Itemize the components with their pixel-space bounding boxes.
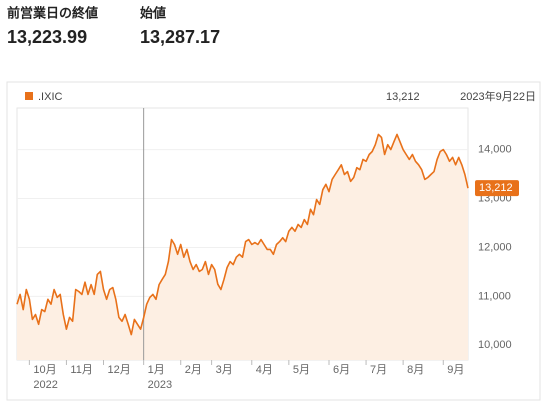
line	[16, 133, 469, 336]
x-tick-label: 8月	[407, 364, 424, 376]
quote-value: 13,287.17	[140, 27, 220, 47]
y-tick-label: 14,000	[478, 143, 512, 155]
x-tick-label: 4月	[256, 364, 273, 376]
x-tick-label: 1月	[148, 364, 165, 376]
x-tick-label: 3月	[216, 364, 233, 376]
x-tick-label: 12月	[107, 364, 130, 376]
quote-value: 13,223.99	[7, 27, 87, 47]
as-of-date: 2023年9月22日	[460, 89, 536, 103]
last-value-label: 13,212	[479, 182, 513, 194]
chart-frame	[6, 81, 541, 401]
area	[17, 134, 468, 360]
y-tick-label: 12,000	[478, 241, 512, 253]
x-tick-label: 10月	[33, 364, 56, 376]
quote-label: 前営業日の終値	[7, 5, 98, 20]
last-value-badge	[475, 180, 519, 197]
legend-label: .IXIC	[38, 91, 63, 103]
x-tick-label: 7月	[370, 364, 387, 376]
x-tick-label: 11月	[70, 364, 92, 376]
quote-label: 始値	[140, 5, 166, 20]
x-tick-label: 5月	[293, 364, 310, 376]
x-sublabel: 2022	[33, 379, 57, 391]
x-sublabel: 2023	[148, 379, 172, 391]
x-tick-label: 2月	[185, 364, 202, 376]
x-tick-label: 9月	[447, 364, 464, 376]
y-tick-label: 10,000	[478, 339, 512, 351]
x-tick-label: 6月	[333, 364, 350, 376]
legend-swatch	[25, 92, 33, 100]
y-tick-label: 11,000	[478, 290, 511, 302]
legend-value: 13,212	[386, 91, 420, 103]
